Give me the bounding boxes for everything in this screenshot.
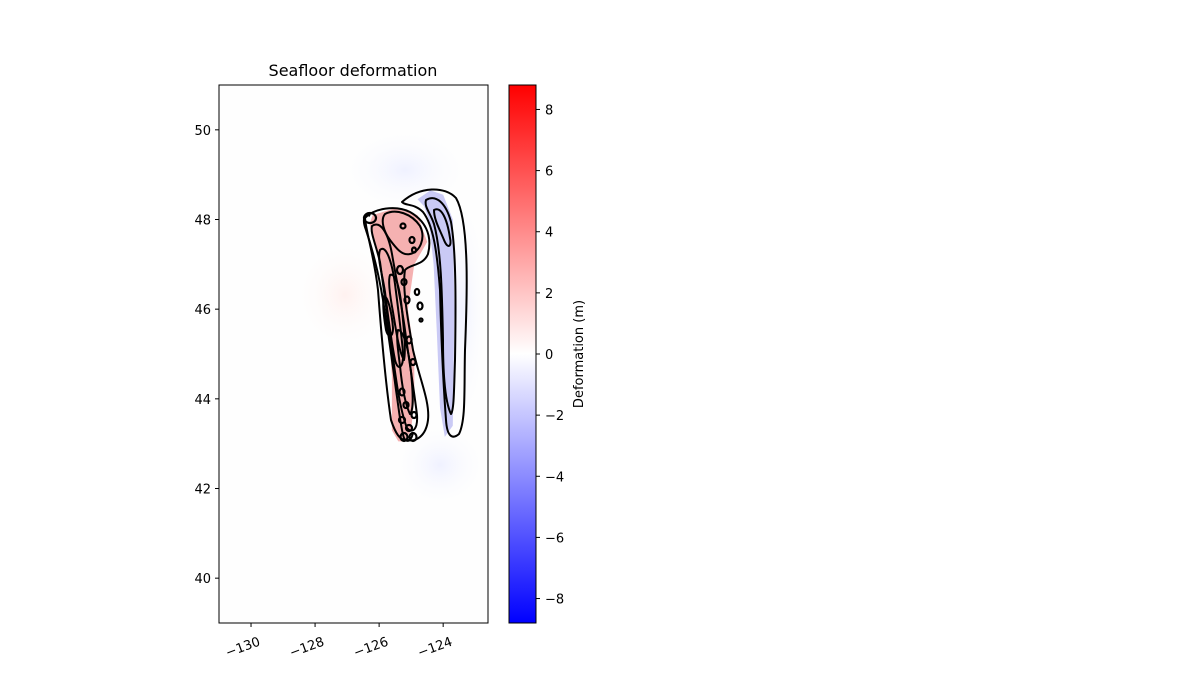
y-tick-label: 44 xyxy=(194,393,211,408)
contour-blob xyxy=(404,423,414,433)
colorbar-tick-label: 6 xyxy=(545,165,553,180)
x-tick-label: −130 xyxy=(224,635,263,661)
contour-blob xyxy=(402,400,410,410)
contour-negative-core xyxy=(433,208,452,247)
contour-blob xyxy=(395,264,405,276)
contour-blob xyxy=(410,246,418,254)
colorbar-tick-label: 2 xyxy=(545,287,553,302)
colorbar-ticks: −8 −6 −4 −2 0 2 4 6 8 xyxy=(536,103,564,608)
colorbar-tick-label: 0 xyxy=(545,348,553,363)
contour-blob xyxy=(397,415,407,425)
halo-west-positive xyxy=(290,235,400,355)
contour-blob xyxy=(362,211,378,225)
contour-blob xyxy=(403,295,411,305)
y-tick-label: 48 xyxy=(194,214,211,229)
colorbar-tick-label: −8 xyxy=(545,593,564,608)
contour-positive-strip-a xyxy=(388,273,406,361)
contour-positive-strip-b xyxy=(396,329,414,415)
contour-blob xyxy=(409,357,417,367)
y-tick-label: 40 xyxy=(194,572,211,587)
colorbar: −8 −6 −4 −2 0 2 4 6 8 Deformation (m) xyxy=(508,84,587,624)
x-tick-label: −124 xyxy=(416,635,455,661)
y-tick-label: 50 xyxy=(194,124,211,139)
contour-blob xyxy=(413,287,421,297)
x-tick-label: −128 xyxy=(288,635,327,661)
colorbar-tick-label: −4 xyxy=(545,470,564,485)
contour-negative-inner xyxy=(424,197,457,415)
colorbar-tick-label: 8 xyxy=(545,103,553,118)
contour-blob xyxy=(398,387,406,397)
y-tick-label: 42 xyxy=(194,483,211,498)
contour-blob xyxy=(408,235,416,245)
contour-trench-edge xyxy=(362,214,414,442)
x-axis: −130 −128 −126 −124 xyxy=(224,623,455,661)
contour-blob xyxy=(399,431,409,443)
contour-blob xyxy=(410,410,418,420)
contour-negative-outer xyxy=(401,188,468,438)
contour-blobs xyxy=(362,211,424,443)
region-subsidence-zone xyxy=(417,190,455,437)
halo-south-negative xyxy=(390,420,488,510)
contour-positive-strip-c xyxy=(382,295,394,337)
y-axis: 40 42 44 46 48 50 xyxy=(194,124,219,587)
contour-blob xyxy=(400,277,408,287)
colorbar-tick-label: 4 xyxy=(545,226,553,241)
x-tick-label: −126 xyxy=(352,635,391,661)
chart-title: Seafloor deformation xyxy=(269,61,438,80)
colorbar-label: Deformation (m) xyxy=(572,300,587,408)
halo-north-negative xyxy=(335,125,475,215)
contour-blob xyxy=(408,431,418,443)
colorbar-gradient xyxy=(508,84,537,624)
plot-frame xyxy=(218,84,489,624)
contour-blob xyxy=(399,222,407,230)
plot-area xyxy=(219,85,488,623)
colorbar-tick-label: −6 xyxy=(545,531,564,546)
contour-blob xyxy=(418,317,424,323)
contour-blob xyxy=(416,301,424,311)
colorbar-tick-label: −2 xyxy=(545,409,564,424)
y-tick-label: 46 xyxy=(194,303,211,318)
contour-positive-outer xyxy=(364,207,431,442)
contour-lines xyxy=(362,188,468,442)
contour-blob xyxy=(405,335,413,345)
